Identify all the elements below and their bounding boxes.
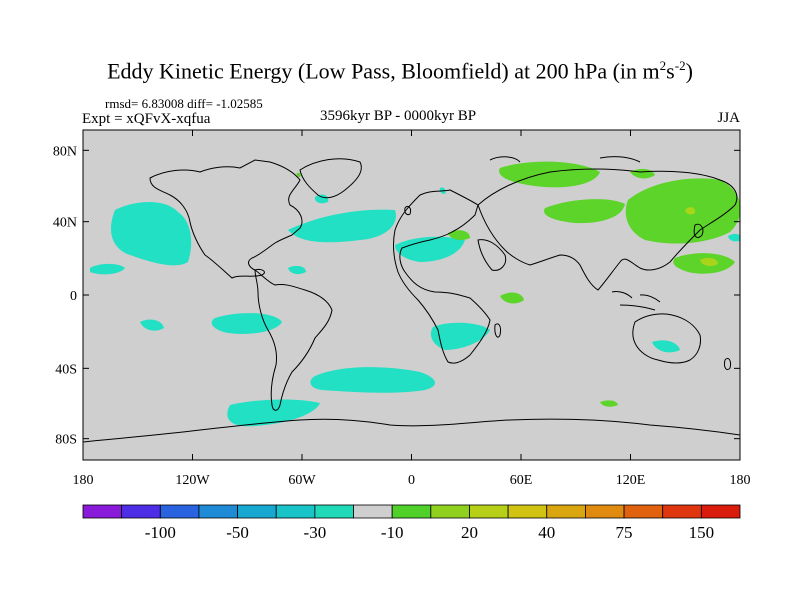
strong-positive-regions (685, 207, 718, 267)
colorbar: -100 -50 -30 -10 20 40 75 150 (82, 504, 741, 542)
colorbar-swatch (585, 504, 625, 519)
south-pacific-negative (211, 313, 282, 334)
colorbar-swatch (353, 504, 393, 519)
north-atlantic-negative (288, 209, 396, 243)
colorbar-swatch (546, 504, 586, 519)
lat-label: 80N (53, 144, 77, 159)
colorbar-swatch (159, 504, 200, 519)
lat-label: 40S (55, 362, 77, 377)
colorbar-swatch (198, 504, 238, 519)
period-label: 3596kyr BP - 0000kyr BP (320, 108, 477, 124)
europe-africa-coast (393, 189, 491, 364)
colorbar-swatch (430, 504, 470, 519)
stats-text: rmsd= 6.83008 diff= -1.02585 (105, 96, 263, 111)
anomaly-layer (83, 156, 740, 443)
coastlines (83, 156, 740, 443)
lat-label: 40N (53, 216, 77, 231)
colorbar-swatch (507, 504, 548, 519)
lon-label: 180 (73, 473, 94, 488)
lon-label: 120W (175, 473, 210, 488)
north-america-coast (149, 159, 303, 279)
season-label: JJA (717, 110, 740, 126)
north-pacific-negative (110, 202, 192, 266)
asia-coast (477, 168, 738, 291)
colorbar-label: -100 (145, 523, 176, 542)
colorbar-label: -10 (381, 523, 404, 542)
negative-anomaly-regions (90, 187, 740, 427)
lon-label: 120E (616, 473, 646, 488)
colorbar-swatch (700, 504, 741, 519)
colorbar-label: 150 (689, 523, 715, 542)
positive-anomaly-regions (296, 161, 740, 407)
colorbar-label: 20 (461, 523, 478, 542)
colorbar-swatch (469, 504, 509, 519)
axis-layer: 80N 40N 0 40S 80S 180 120W 60W 0 60E 120E 180 (53, 130, 751, 488)
lon-label: 60E (510, 473, 533, 488)
map-background (83, 130, 740, 460)
chart-title: Eddy Kinetic Energy (Low Pass, Bloomfiel… (107, 58, 693, 84)
lon-label: 0 (408, 473, 415, 488)
colorbar-swatch (275, 504, 316, 519)
colorbar-swatch (662, 504, 702, 519)
colorbar-swatch (82, 504, 123, 519)
colorbar-swatch (623, 504, 664, 519)
colorbar-swatch (237, 504, 277, 519)
colorbar-swatch (121, 504, 161, 519)
colorbar-swatch (314, 504, 354, 519)
colorbar-swatch (391, 504, 432, 519)
colorbar-label: -50 (226, 523, 249, 542)
colorbar-label: 75 (616, 523, 633, 542)
lat-label: 0 (70, 289, 77, 304)
lon-label: 60W (288, 473, 316, 488)
antarctica-coast (83, 418, 740, 443)
lat-label: 80S (55, 433, 77, 448)
greenland-coast (299, 158, 362, 199)
experiment-label: Expt = xQFvX-xqfua (82, 111, 211, 127)
south-america-coast (254, 269, 333, 411)
southern-ocean-negative (227, 399, 320, 427)
australia-coast (632, 313, 701, 364)
colorbar-label: -30 (304, 523, 327, 542)
lon-label: 180 (730, 473, 751, 488)
eurasia-positive (544, 199, 625, 224)
colorbar-label: 40 (538, 523, 555, 542)
north-asia-positive (625, 178, 740, 244)
